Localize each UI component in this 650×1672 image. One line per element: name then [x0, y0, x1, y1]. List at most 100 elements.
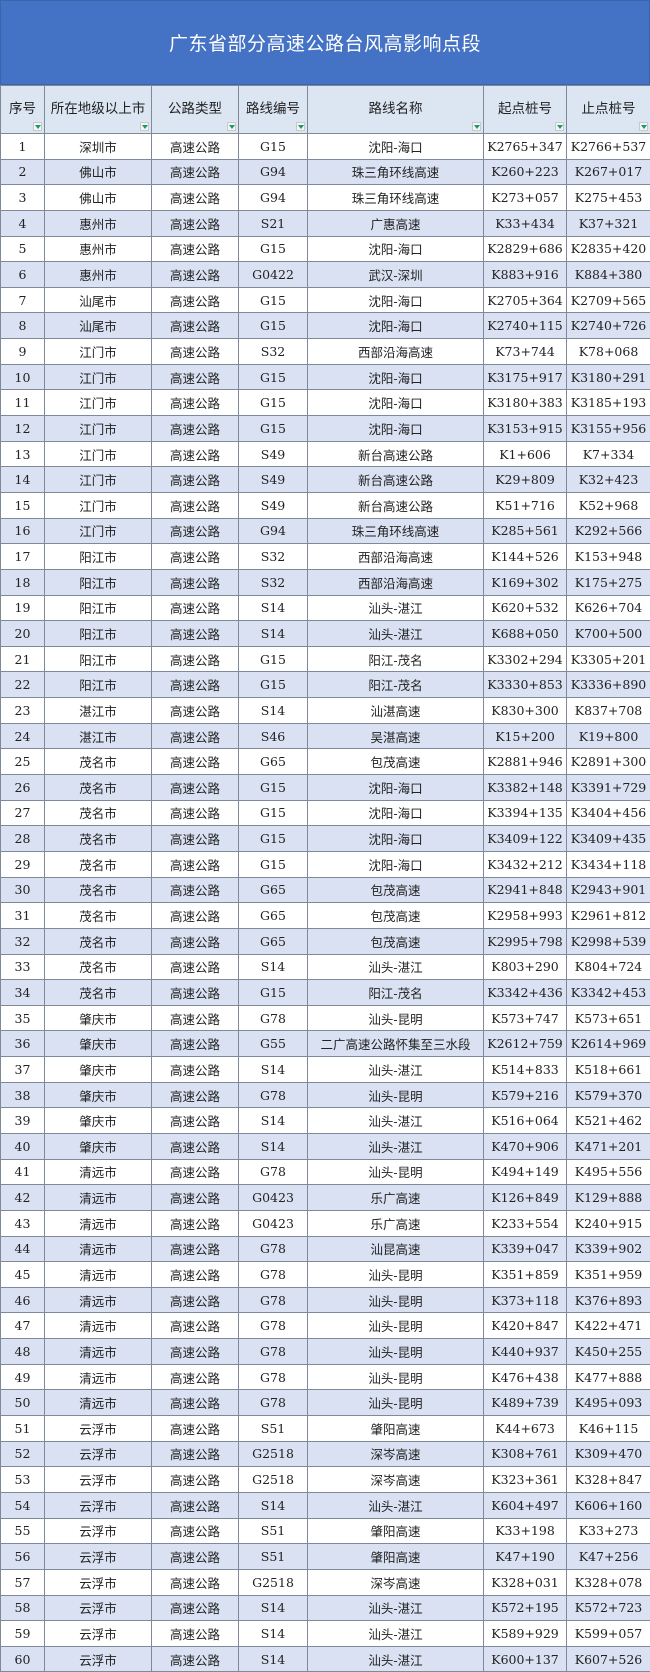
cell-road-type: 高速公路	[152, 134, 239, 160]
cell-route-name: 包茂高速	[308, 877, 484, 903]
cell-road-type: 高速公路	[152, 800, 239, 826]
cell-route-code: S14	[239, 698, 308, 724]
cell-route-code: G78	[239, 1390, 308, 1416]
cell-index: 29	[1, 851, 45, 877]
cell-route-code: G78	[239, 1287, 308, 1313]
cell-road-type: 高速公路	[152, 1287, 239, 1313]
cell-road-type: 高速公路	[152, 1339, 239, 1365]
cell-road-type: 高速公路	[152, 262, 239, 288]
filter-dropdown-icon[interactable]	[472, 122, 481, 131]
cell-road-type: 高速公路	[152, 518, 239, 544]
cell-city: 茂名市	[45, 826, 152, 852]
cell-route-name: 沈阳-海口	[308, 313, 484, 339]
header-label: 序号	[9, 101, 36, 117]
filter-dropdown-icon[interactable]	[33, 122, 42, 131]
cell-road-type: 高速公路	[152, 1518, 239, 1544]
cell-route-name: 新台高速公路	[308, 467, 484, 493]
cell-start-stake: K33+434	[484, 210, 567, 236]
cell-city: 云浮市	[45, 1416, 152, 1442]
cell-start-stake: K328+031	[484, 1569, 567, 1595]
cell-end-stake: K351+959	[567, 1262, 650, 1288]
cell-road-type: 高速公路	[152, 698, 239, 724]
cell-city: 阳江市	[45, 595, 152, 621]
cell-end-stake: K309+470	[567, 1441, 650, 1467]
cell-end-stake: K804+724	[567, 954, 650, 980]
header-label: 路线编号	[246, 101, 300, 117]
cell-index: 50	[1, 1390, 45, 1416]
cell-index: 30	[1, 877, 45, 903]
cell-city: 茂名市	[45, 980, 152, 1006]
cell-road-type: 高速公路	[152, 1313, 239, 1339]
cell-road-type: 高速公路	[152, 416, 239, 442]
cell-end-stake: K46+115	[567, 1416, 650, 1442]
cell-route-name: 珠三角环线高速	[308, 518, 484, 544]
cell-start-stake: K3180+383	[484, 390, 567, 416]
filter-dropdown-icon[interactable]	[140, 122, 149, 131]
cell-road-type: 高速公路	[152, 1621, 239, 1647]
cell-end-stake: K2835+420	[567, 236, 650, 262]
cell-city: 清远市	[45, 1210, 152, 1236]
cell-road-type: 高速公路	[152, 903, 239, 929]
cell-index: 34	[1, 980, 45, 1006]
cell-route-name: 新台高速公路	[308, 492, 484, 518]
cell-route-name: 汕头-昆明	[308, 1005, 484, 1031]
cell-road-type: 高速公路	[152, 159, 239, 185]
cell-end-stake: K78+068	[567, 339, 650, 365]
cell-route-code: G15	[239, 364, 308, 390]
cell-route-name: 沈阳-海口	[308, 775, 484, 801]
cell-index: 33	[1, 954, 45, 980]
cell-city: 云浮市	[45, 1595, 152, 1621]
cell-start-stake: K3175+917	[484, 364, 567, 390]
cell-route-name: 汕头-湛江	[308, 1133, 484, 1159]
filter-dropdown-icon[interactable]	[296, 122, 305, 131]
cell-end-stake: K579+370	[567, 1082, 650, 1108]
cell-route-code: G78	[239, 1159, 308, 1185]
cell-road-type: 高速公路	[152, 1133, 239, 1159]
header-city: 所在地级以上市	[45, 86, 152, 134]
cell-end-stake: K175+275	[567, 569, 650, 595]
cell-start-stake: K688+050	[484, 621, 567, 647]
cell-end-stake: K3434+118	[567, 851, 650, 877]
cell-start-stake: K308+761	[484, 1441, 567, 1467]
cell-road-type: 高速公路	[152, 851, 239, 877]
cell-route-name: 汕头-湛江	[308, 1595, 484, 1621]
cell-route-name: 汕头-昆明	[308, 1313, 484, 1339]
cell-end-stake: K37+321	[567, 210, 650, 236]
cell-index: 26	[1, 775, 45, 801]
cell-route-name: 汕头-昆明	[308, 1287, 484, 1313]
cell-route-name: 汕昆高速	[308, 1236, 484, 1262]
cell-route-code: G2518	[239, 1569, 308, 1595]
cell-route-code: G55	[239, 1031, 308, 1057]
cell-city: 清远市	[45, 1159, 152, 1185]
cell-road-type: 高速公路	[152, 826, 239, 852]
cell-index: 13	[1, 441, 45, 467]
filter-dropdown-icon[interactable]	[227, 122, 236, 131]
cell-route-code: S49	[239, 492, 308, 518]
cell-road-type: 高速公路	[152, 1390, 239, 1416]
filter-dropdown-icon[interactable]	[639, 122, 648, 131]
cell-route-name: 肇阳高速	[308, 1518, 484, 1544]
cell-end-stake: K3155+956	[567, 416, 650, 442]
filter-dropdown-icon[interactable]	[555, 122, 564, 131]
cell-start-stake: K15+200	[484, 723, 567, 749]
cell-road-type: 高速公路	[152, 492, 239, 518]
cell-end-stake: K471+201	[567, 1133, 650, 1159]
cell-city: 云浮市	[45, 1492, 152, 1518]
cell-route-code: G65	[239, 903, 308, 929]
cell-road-type: 高速公路	[152, 775, 239, 801]
cell-end-stake: K606+160	[567, 1492, 650, 1518]
cell-route-name: 汕头-湛江	[308, 1108, 484, 1134]
cell-route-code: G78	[239, 1339, 308, 1365]
cell-route-name: 沈阳-海口	[308, 851, 484, 877]
cell-index: 31	[1, 903, 45, 929]
cell-index: 10	[1, 364, 45, 390]
cell-index: 44	[1, 1236, 45, 1262]
